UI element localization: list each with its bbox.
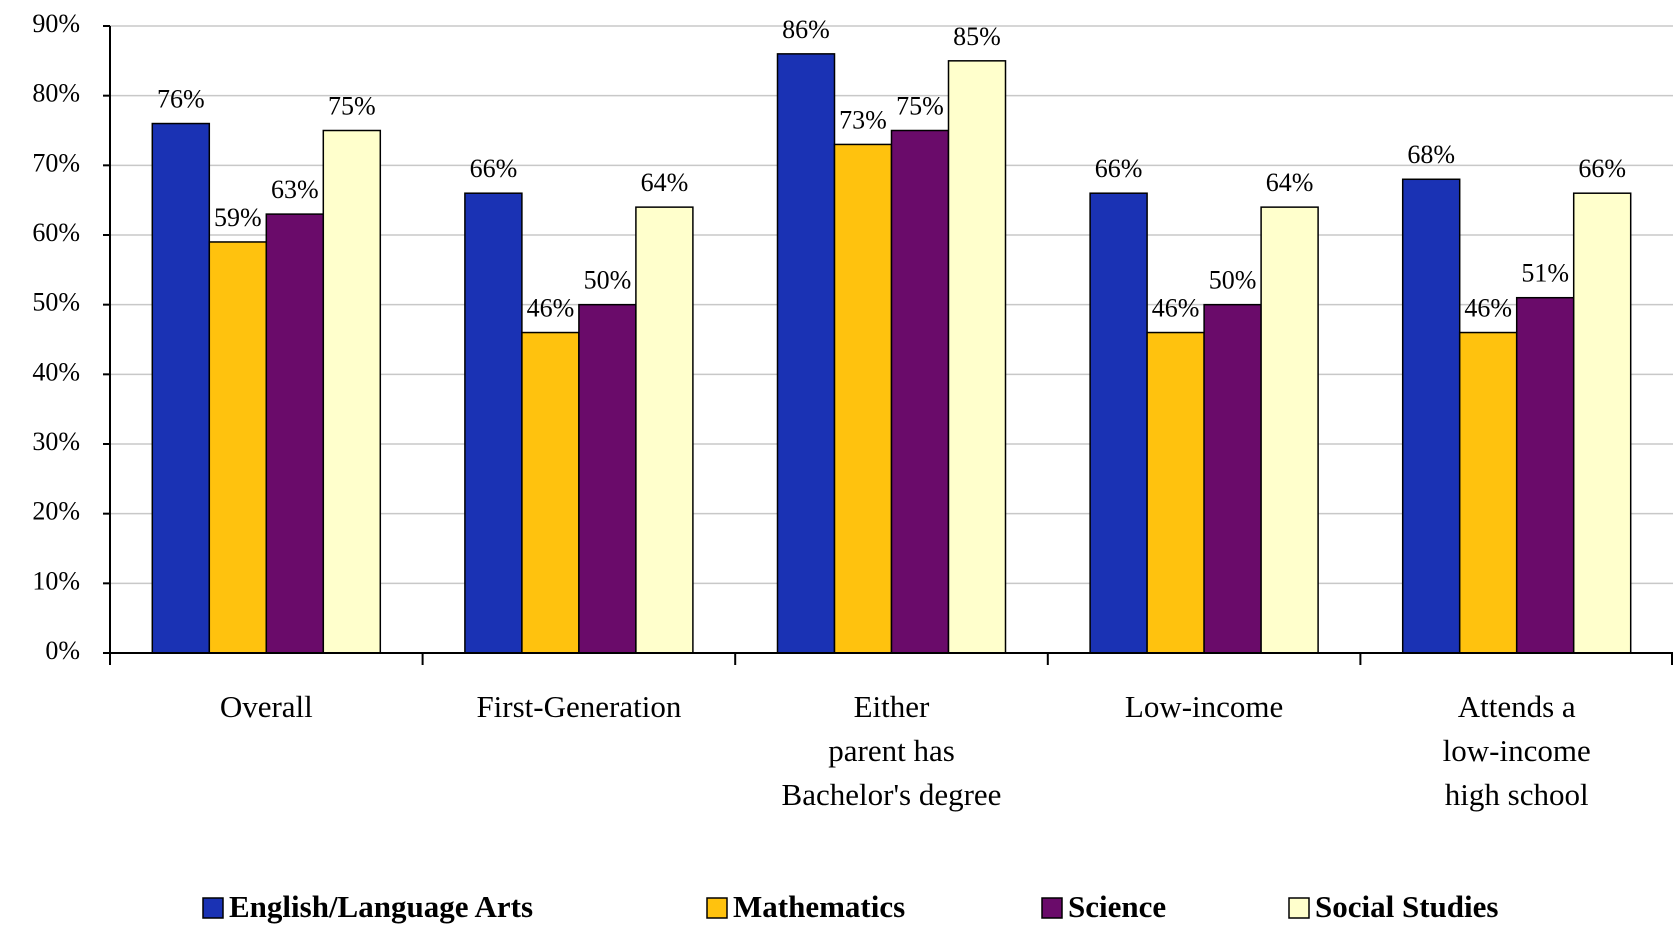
bar [776, 53, 836, 654]
value-label: 68% [1407, 140, 1455, 169]
bar [890, 129, 950, 654]
legend-label: Science [1068, 889, 1166, 924]
value-label: 66% [470, 154, 518, 183]
bar [208, 241, 268, 654]
value-label: 46% [527, 294, 575, 323]
y-tick-label: 50% [32, 288, 80, 317]
value-label: 66% [1578, 154, 1626, 183]
value-label: 73% [839, 105, 887, 134]
value-label: 64% [641, 168, 689, 197]
bar [635, 206, 694, 654]
x-tick-label: Either parent has Bachelor's degree [781, 689, 1002, 812]
bar [833, 143, 893, 654]
bar [1401, 178, 1461, 654]
value-label: 75% [896, 91, 944, 120]
legend-label: Mathematics [733, 889, 905, 924]
value-label: 51% [1521, 259, 1569, 288]
value-label: 64% [1266, 168, 1314, 197]
value-label: 46% [1464, 294, 1512, 323]
legend-swatch [706, 897, 728, 919]
y-tick-label: 80% [32, 79, 80, 108]
y-tick-label: 60% [32, 218, 80, 247]
value-label: 76% [157, 85, 205, 114]
x-tick-label: Overall [219, 689, 313, 724]
bar [521, 331, 580, 654]
bar [1515, 296, 1575, 654]
value-label: 46% [1152, 294, 1200, 323]
legend-label: Social Studies [1315, 889, 1498, 924]
x-tick-label: First-Generation [476, 689, 682, 724]
value-label: 66% [1095, 154, 1143, 183]
bar [1089, 192, 1148, 654]
bar [1146, 331, 1205, 654]
x-tick-label: Attends a low-income high school [1442, 689, 1591, 812]
value-label: 85% [953, 22, 1001, 51]
y-tick-label: 0% [45, 636, 80, 665]
bar [265, 213, 325, 654]
legend-swatch [1288, 897, 1310, 919]
value-label: 63% [271, 175, 319, 204]
value-label: 75% [328, 91, 376, 120]
legend-swatch [202, 897, 224, 919]
value-label: 59% [214, 203, 262, 232]
legend-swatch [1041, 897, 1063, 919]
bar [578, 303, 637, 654]
bar [151, 122, 211, 654]
y-tick-label: 10% [32, 566, 80, 595]
value-label: 50% [584, 266, 632, 295]
y-tick-label: 30% [32, 427, 80, 456]
bar [947, 60, 1007, 654]
y-tick-label: 70% [32, 148, 80, 177]
y-tick-label: 40% [32, 357, 80, 386]
bar [1572, 192, 1632, 654]
bar [1260, 206, 1319, 654]
value-label: 50% [1209, 266, 1257, 295]
value-label: 86% [782, 15, 830, 44]
bar [464, 192, 523, 654]
y-tick-label: 90% [32, 9, 80, 38]
bar [1203, 303, 1262, 654]
legend-label: English/Language Arts [229, 889, 533, 924]
bar [322, 129, 382, 654]
y-tick-label: 20% [32, 497, 80, 526]
x-tick-label: Low-income [1124, 689, 1284, 724]
bar [1458, 331, 1518, 654]
